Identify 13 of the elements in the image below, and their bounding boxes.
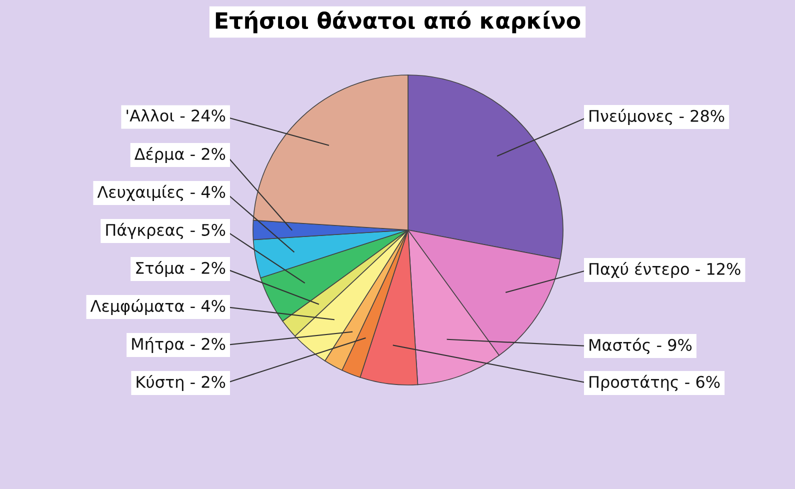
slice-label: Μήτρα - 2% — [132, 336, 226, 354]
slice-label: Λεμφώματα - 4% — [90, 298, 226, 316]
chart-title: Ετήσιοι θάνατοι από καρκίνο — [216, 10, 580, 34]
slice-label: Πάγκρεας - 5% — [106, 222, 226, 240]
slice-label: Λευχαιμίες - 4% — [97, 184, 226, 202]
slice-label: Στόμα - 2% — [136, 260, 226, 278]
slice-label: Πνεύμονες - 28% — [590, 108, 724, 126]
slice-label: Κύστη - 2% — [136, 374, 226, 392]
slice-label: 'Αλλοι - 24% — [126, 109, 226, 122]
slice-label: Προστάτης - 6% — [590, 374, 720, 392]
slice-label: Παχύ έντερο - 12% — [590, 262, 740, 278]
slice-label: Μαστός - 9% — [590, 338, 692, 354]
slice-label: Δέρμα - 2% — [134, 146, 226, 164]
